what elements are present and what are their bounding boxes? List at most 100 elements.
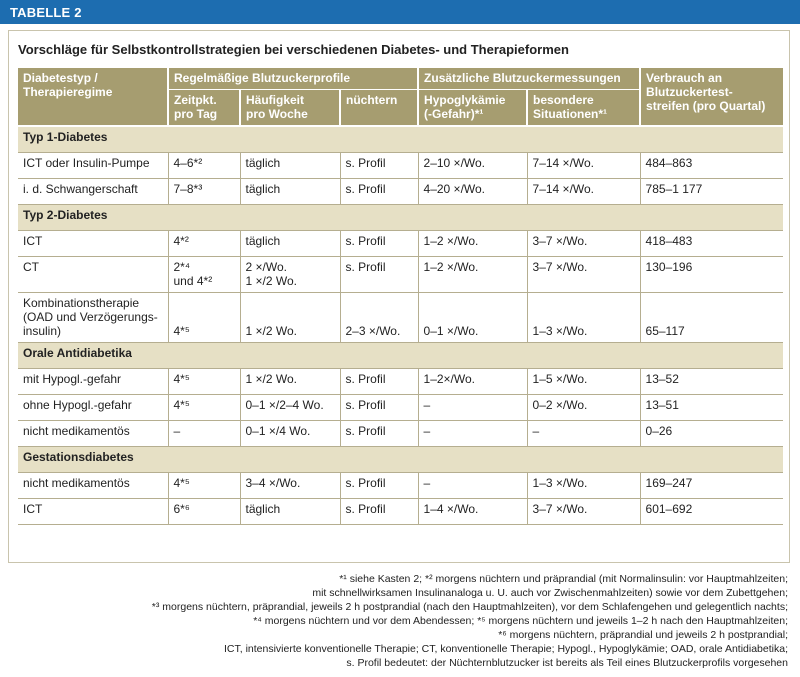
value-cell: 169–247	[639, 472, 784, 499]
value-cell: 65–117	[639, 292, 784, 343]
table: Diabetestyp / Therapieregime Regelmäßige B…	[18, 68, 784, 525]
cell-value: 418–483	[645, 234, 693, 248]
data-row: ICT 4*² täglich s. Profil 1–2 ×/Wo. 3–7 ×/Wo.…	[18, 230, 784, 257]
head-text: Diabetestyp /	[23, 71, 98, 85]
cell-value: 3–7 ×/Wo.	[532, 502, 588, 516]
cell-value: 785–1 177	[645, 182, 703, 196]
cell-value: s. Profil	[345, 260, 386, 274]
value-cell: 3–7 ×/Wo.	[526, 256, 641, 293]
value-cell: 4*²	[167, 230, 240, 257]
value-cell: 13–51	[639, 394, 784, 421]
cell-value: 3–7 ×/Wo.	[532, 234, 588, 248]
value-cell: 4*⁵	[167, 394, 240, 421]
data-row: mit Hypogl.-gefahr 4*⁵ 1 ×/2 Wo. s. Profil 1…	[18, 368, 784, 395]
head-text: Therapieregime	[23, 85, 113, 99]
row-label: (OAD und Verzögerungs-	[23, 310, 158, 324]
value-cell: täglich	[239, 152, 340, 179]
section-title: Orale Antidiabetika	[23, 346, 132, 360]
value-cell: täglich	[239, 230, 340, 257]
row-label: ohne Hypogl.-gefahr	[23, 398, 132, 412]
cell-value: und 4*²	[173, 274, 213, 288]
value-cell: 130–196	[639, 256, 784, 293]
value-cell: 3–7 ×/Wo.	[526, 230, 641, 257]
head-cell: besondere Situationen*¹	[526, 89, 641, 127]
value-cell: 1 ×/2 Wo.	[239, 292, 340, 343]
cell-value: 0–2 ×/Wo.	[532, 398, 588, 412]
cell-value: 1 ×/2 Wo.	[245, 274, 297, 288]
head-text: pro Woche	[246, 107, 308, 121]
row-label-cell: i. d. Schwangerschaft	[18, 178, 168, 205]
head-text: Hypoglykämie	[424, 93, 506, 107]
value-cell: 7–14 ×/Wo.	[526, 178, 641, 205]
footnote-line: *⁶ morgens nüchtern, präprandial und jew…	[498, 629, 788, 641]
cell-value: s. Profil	[345, 182, 386, 196]
row-label-cell: mit Hypogl.-gefahr	[18, 368, 168, 395]
cell-value: 0–1 ×/Wo.	[423, 324, 479, 338]
head-text: Blutzuckertest-	[646, 85, 733, 99]
head-text: Regelmäßige Blutzuckerprofile	[174, 71, 351, 85]
row-label: ICT	[23, 502, 43, 516]
value-cell: 1–4 ×/Wo.	[417, 498, 528, 525]
value-cell: 3–4 ×/Wo.	[239, 472, 340, 499]
section-title: Gestationsdiabetes	[23, 450, 134, 464]
cell-value: 7–14 ×/Wo.	[532, 156, 595, 170]
value-cell: s. Profil	[339, 230, 419, 257]
data-row: ICT oder Insulin-Pumpe 4–6*² täglich s. Pro…	[18, 152, 784, 179]
value-cell: s. Profil	[339, 256, 419, 293]
value-cell: s. Profil	[339, 152, 419, 179]
row-label: nicht medikamentös	[23, 424, 130, 438]
cell-value: 4–6*²	[173, 156, 203, 170]
value-cell: 418–483	[639, 230, 784, 257]
section-cell: Orale Antidiabetika	[18, 342, 784, 369]
head-text: Zeitpkt.	[174, 93, 217, 107]
cell-value: 4*⁵	[173, 324, 190, 338]
head-text: streifen (pro Quartal)	[646, 99, 766, 113]
cell-value: 4*⁵	[173, 372, 190, 386]
cell-value: 1–5 ×/Wo.	[532, 372, 588, 386]
section-row: Typ 1-Diabetes	[18, 126, 784, 153]
row-label-cell: ICT	[18, 230, 168, 257]
value-cell: –	[417, 394, 528, 421]
head-text: Zusätzliche Blutzuckermessungen	[424, 71, 621, 85]
value-cell: 601–692	[639, 498, 784, 525]
value-cell: täglich	[239, 178, 340, 205]
row-label: insulin)	[23, 324, 62, 338]
row-label: nicht medikamentös	[23, 476, 130, 490]
head-text: nüchtern	[346, 93, 398, 107]
cell-value: täglich	[245, 182, 281, 196]
value-cell: 6*⁶	[167, 498, 240, 525]
data-row: i. d. Schwangerschaft 7–8*³ täglich s. Prof…	[18, 178, 784, 205]
table-head: Diabetestyp / Therapieregime Regelmäßige B…	[18, 68, 784, 127]
cell-value: 1–3 ×/Wo.	[532, 324, 588, 338]
footnote-line: *⁴ morgens nüchtern und vor dem Abendess…	[253, 615, 788, 627]
row-label-cell: CT	[18, 256, 168, 293]
section-row: Gestationsdiabetes	[18, 446, 784, 473]
data-row: CT 2*⁴ und 4*² 2 ×/Wo. 1 ×/2 Wo. s. Profil 1–2…	[18, 256, 784, 293]
table-body: Typ 1-Diabetes ICT oder Insulin-Pumpe 4–6*…	[18, 126, 784, 525]
cell-value: 0–1 ×/4 Wo.	[245, 424, 311, 438]
cell-value: 0–26	[645, 424, 673, 438]
footnote-line: mit schnellwirksamen Insulinanaloga u. U…	[312, 587, 788, 599]
value-cell: 1–3 ×/Wo.	[526, 472, 641, 499]
cell-value: 1 ×/2 Wo.	[245, 372, 297, 386]
value-cell: s. Profil	[339, 498, 419, 525]
footnote-line: *¹ siehe Kasten 2; *² morgens nüchtern u…	[339, 573, 788, 585]
cell-value: 13–51	[645, 398, 679, 412]
head-text: (-Gefahr)*¹	[424, 107, 484, 121]
head-cell: Hypoglykämie (-Gefahr)*¹	[417, 89, 529, 127]
cell-value: –	[423, 424, 431, 438]
value-cell: 13–52	[639, 368, 784, 395]
section-cell: Typ 2-Diabetes	[18, 204, 784, 231]
value-cell: 4–20 ×/Wo.	[417, 178, 528, 205]
row-label-cell: ICT oder Insulin-Pumpe	[18, 152, 168, 179]
data-row: ICT 6*⁶ täglich s. Profil 1–4 ×/Wo. 3–7 ×/Wo.…	[18, 498, 784, 525]
cell-value: s. Profil	[345, 476, 386, 490]
value-cell: s. Profil	[339, 394, 419, 421]
head-text: Verbrauch an	[646, 71, 723, 85]
value-cell: s. Profil	[339, 178, 419, 205]
cell-value: 4–20 ×/Wo.	[423, 182, 486, 196]
value-cell: 1 ×/2 Wo.	[239, 368, 340, 395]
cell-value: 2 ×/Wo.	[245, 260, 287, 274]
